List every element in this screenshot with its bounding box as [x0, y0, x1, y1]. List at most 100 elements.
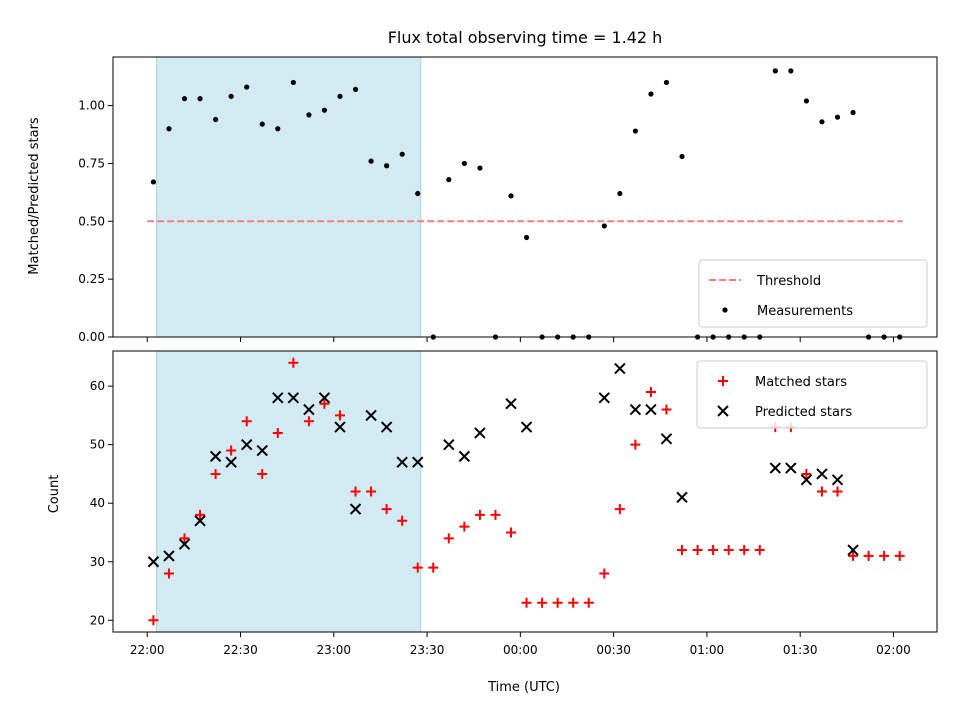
matched-star-point: [474, 509, 485, 520]
matched-star-point: [708, 545, 719, 556]
predicted-star-point: [163, 550, 175, 562]
y-tick-label: 40: [90, 496, 105, 510]
y-tick-label: 50: [90, 438, 105, 452]
measurement-point: [259, 121, 265, 127]
x-axis-label: Time (UTC): [487, 680, 560, 695]
matched-star-point: [552, 597, 563, 608]
matched-star-point: [848, 550, 859, 561]
axes-frame: [112, 56, 938, 338]
x-tick-label: 23:00: [316, 643, 351, 657]
matched-star-point: [614, 504, 625, 515]
matched-star-point: [381, 504, 392, 515]
y-tick-label: 30: [90, 555, 105, 569]
matched-star-point: [894, 550, 905, 561]
measurement-point: [477, 165, 483, 171]
measurement-point: [321, 107, 328, 113]
predicted-star-point: [194, 515, 206, 527]
predicted-star-point: [831, 474, 844, 486]
matched-star-point: [272, 427, 283, 438]
predicted-star-point: [676, 491, 688, 504]
predicted-star-point: [287, 392, 300, 404]
predicted-star-point: [800, 474, 813, 486]
predicted-star-point: [334, 421, 346, 433]
measurement-point: [803, 98, 810, 104]
measurement-point: [213, 116, 219, 123]
matched-star-point: [443, 533, 454, 544]
x-tick-label: 22:30: [223, 643, 258, 657]
x-tick-label: 02:00: [876, 643, 911, 657]
predicted-star-point: [256, 444, 268, 457]
matched-star-point: [397, 515, 408, 526]
matched-star-point: [490, 509, 501, 520]
measurement-point: [772, 68, 778, 74]
measurement-point: [446, 177, 452, 183]
measurement-point: [368, 158, 374, 164]
predicted-star-point: [380, 421, 393, 433]
predicted-star-point: [458, 450, 471, 463]
legend-label: Matched stars: [755, 375, 847, 390]
matched-star-point: [428, 562, 439, 573]
x-tick-label: 22:00: [130, 643, 165, 657]
x-tick-label: 00:30: [596, 643, 631, 657]
matched-star-point: [832, 486, 843, 497]
matched-star-point: [677, 545, 688, 556]
legend-label: Predicted stars: [755, 405, 852, 420]
measurement-point: [244, 84, 250, 90]
predicted-star-point: [147, 556, 160, 568]
measurement-point: [834, 114, 841, 120]
matched-star-point: [179, 533, 190, 544]
measurement-point: [166, 126, 172, 132]
predicted-star-point: [645, 403, 657, 416]
bottom-y-axis-label: Count: [47, 475, 62, 514]
x-tick-label: 01:00: [690, 643, 725, 657]
measurement-point: [384, 163, 390, 169]
matched-star-point: [148, 615, 159, 626]
predicted-star-point: [598, 392, 610, 404]
predicted-star-point: [209, 450, 222, 463]
x-tick-label: 23:30: [410, 643, 445, 657]
measurement-point: [399, 151, 405, 157]
predicted-star-point: [303, 403, 315, 416]
matched-star-point: [754, 545, 765, 556]
measurement-point: [197, 96, 203, 102]
matched-star-point: [350, 486, 361, 497]
predicted-star-point: [769, 462, 782, 474]
matched-star-point: [879, 550, 890, 561]
x-tick-label: 00:00: [503, 643, 538, 657]
matched-star-point: [863, 550, 874, 561]
predicted-star-point: [520, 421, 533, 433]
legend-predicted-handle: [717, 405, 729, 417]
measurement-point: [306, 112, 312, 118]
y-tick-label: 20: [90, 613, 105, 627]
chart-title: Flux total observing time = 1.42 h: [388, 28, 663, 47]
predicted-star-point: [365, 409, 377, 422]
matched-star-point: [319, 398, 330, 409]
predicted-star-point: [349, 503, 362, 515]
predicted-star-point: [178, 538, 191, 550]
measurement-point: [617, 190, 623, 197]
matched-star-point: [163, 568, 174, 579]
top-panel: 0.00 0.25 0.50 0.75 1.00 Threshold Measurement…: [78, 56, 938, 344]
predicted-star-point: [272, 392, 284, 404]
predicted-star-point: [847, 544, 859, 556]
measurement-point: [415, 190, 421, 197]
matched-star-point: [583, 597, 594, 608]
matched-star-point: [303, 416, 314, 427]
predicted-star-point: [474, 427, 486, 439]
x-tick-label: 01:30: [783, 643, 818, 657]
matched-star-point: [226, 445, 237, 456]
series-matched-stars: [148, 357, 905, 626]
matched-star-point: [210, 468, 221, 479]
y-tick-label: 1.00: [78, 99, 105, 113]
measurement-point: [461, 160, 467, 167]
matched-star-point: [459, 521, 470, 532]
bottom-panel: 20 30 40 50 60 22:00 22:30 23:00 23:30 00:00 00:30…: [90, 350, 938, 657]
measurement-point: [648, 91, 654, 97]
matched-star-point: [723, 545, 734, 556]
measurement-point: [663, 79, 670, 86]
matched-star-point: [366, 486, 377, 497]
y-tick-label: 0.25: [78, 272, 105, 286]
matched-star-point: [257, 468, 268, 479]
measurement-point: [150, 179, 157, 185]
